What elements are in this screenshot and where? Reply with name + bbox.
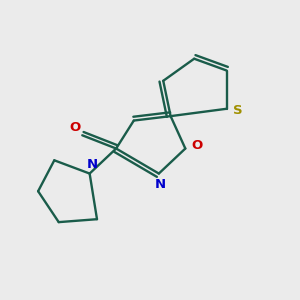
Text: O: O bbox=[69, 122, 80, 134]
Text: N: N bbox=[87, 158, 98, 171]
Text: N: N bbox=[155, 178, 166, 191]
Text: O: O bbox=[191, 139, 202, 152]
Text: S: S bbox=[233, 104, 243, 117]
